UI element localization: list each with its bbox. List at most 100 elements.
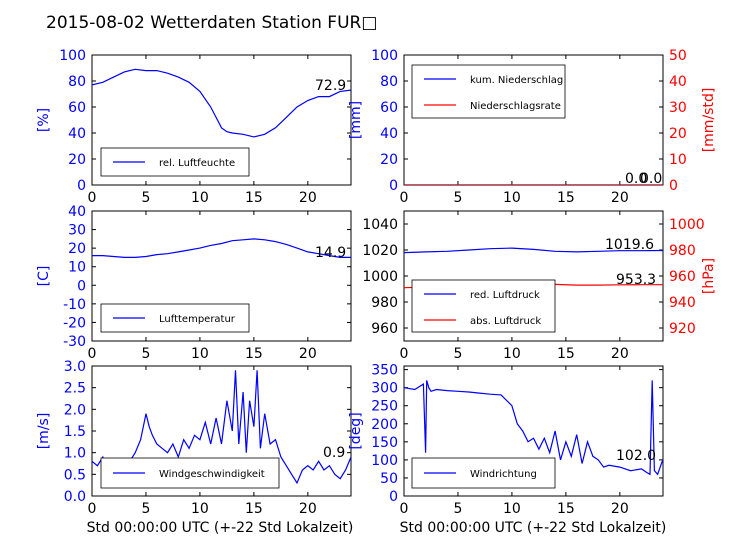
y-tick-label-right: 50 xyxy=(669,48,687,64)
legend-label: Windgeschwindigkeit xyxy=(159,469,265,480)
legend-label: Niederschlagsrate xyxy=(470,101,561,112)
y-tick-label: 50 xyxy=(380,471,398,487)
figure-title: 2015-08-02 Wetterdaten Station FUR□ xyxy=(46,13,377,33)
x-tick-label: 15 xyxy=(557,346,575,362)
y-tick-label: 0.5 xyxy=(64,467,86,483)
y-tick-label-right: 960 xyxy=(669,269,696,285)
y-tick-label: 40 xyxy=(380,126,398,142)
y-tick-label: 80 xyxy=(68,74,86,90)
y-tick-label: 150 xyxy=(371,435,398,451)
y-axis-label: [%] xyxy=(36,108,52,132)
y-tick-label: 40 xyxy=(68,204,86,220)
x-tick-label: 15 xyxy=(245,346,263,362)
last-value-label: 1019.6 xyxy=(605,237,654,253)
y-tick-label: 80 xyxy=(380,74,398,90)
y-tick-label: 980 xyxy=(371,295,398,311)
y-tick-label-right: 920 xyxy=(669,321,696,337)
y-tick-label: 20 xyxy=(68,241,86,257)
x-tick-label: 20 xyxy=(299,501,317,517)
y-tick-label: 1.0 xyxy=(64,446,86,462)
y-tick-label: 350 xyxy=(371,363,398,379)
y-axis-label: [deg] xyxy=(348,412,364,449)
panel-pressure: 0 5 10 15 20 960 980 1000 1020 1040 920 940 960 980 10… xyxy=(362,210,717,362)
x-tick-label: 0 xyxy=(88,346,97,362)
legend-box xyxy=(411,279,556,333)
x-tick-label: 10 xyxy=(503,190,521,206)
x-tick-label: 20 xyxy=(299,190,317,206)
series-line-rel-luftfeuchte xyxy=(92,68,351,138)
x-tick-label: 15 xyxy=(557,190,575,206)
last-value-label: 0.0 xyxy=(625,171,647,187)
y-tick-label-right: 0 xyxy=(669,178,678,194)
y-tick-label: 20 xyxy=(380,152,398,168)
legend-label: abs. Luftdruck xyxy=(470,316,541,327)
y-tick-label: 0.0 xyxy=(64,489,86,505)
legend-label: kum. Niederschlag xyxy=(470,75,563,86)
y-tick-label: 250 xyxy=(371,399,398,415)
y-tick-label: 30 xyxy=(68,223,86,239)
series-line-red-luftdruck xyxy=(404,247,663,254)
legend-label: red. Luftdruck xyxy=(470,290,540,301)
y-tick-label: 1040 xyxy=(362,217,398,233)
series-line-lufttemperatur xyxy=(92,238,351,258)
legend-label: Windrichtung xyxy=(470,469,537,480)
y-tick-label: 60 xyxy=(380,100,398,116)
y-tick-label: 1000 xyxy=(362,269,398,285)
x-tick-label: 5 xyxy=(141,501,150,517)
x-tick-label: 20 xyxy=(611,501,629,517)
y-tick-label-right: 10 xyxy=(669,152,687,168)
x-tick-label: 5 xyxy=(453,190,462,206)
panel-precip: 0 5 10 15 20 0 20 40 60 80 100 0 10 20 30 40 50 [mm] [mm/s… xyxy=(348,48,717,206)
y-tick-label: -10 xyxy=(63,297,86,313)
panel-winddir: 0 5 10 15 20050100150200250300350[deg]Windri… xyxy=(348,363,664,517)
y-tick-label: 1.5 xyxy=(64,424,86,440)
legend-box xyxy=(100,147,250,177)
x-tick-label: 15 xyxy=(245,190,263,206)
y-tick-label-right: 30 xyxy=(669,100,687,116)
y-axis-label: [m/s] xyxy=(36,413,52,450)
legend-label: Lufttemperatur xyxy=(159,314,236,325)
y-tick-label-right: 1000 xyxy=(669,217,705,233)
y-tick-label: 2.0 xyxy=(64,402,86,418)
last-value-label: 102.0 xyxy=(616,448,656,464)
x-tick-label: 0 xyxy=(400,501,409,517)
y-tick-label: 0 xyxy=(77,278,86,294)
x-tick-label: 5 xyxy=(453,346,462,362)
y-tick-label: 1020 xyxy=(362,243,398,259)
last-value-label: 0.9 xyxy=(323,445,345,461)
panel-temperature: 0 5 10 15 20 -30 -20 -10 0 10 20 30 40 [C] Lufttempera… xyxy=(36,204,352,362)
panel-humidity: 0 5 10 15 20 0 20 40 60 80 100 [%] rel. Luftfeuchte 7… xyxy=(36,48,352,206)
x-tick-label: 15 xyxy=(245,501,263,517)
x-axis-label-left: Std 00:00:00 UTC (+-22 Std Lokalzeit) xyxy=(87,520,354,536)
y-tick-label: 960 xyxy=(371,321,398,337)
x-tick-label: 10 xyxy=(503,501,521,517)
y-tick-label: -20 xyxy=(63,315,86,331)
y-tick-label: 100 xyxy=(371,453,398,469)
x-tick-label: 15 xyxy=(557,501,575,517)
y-tick-label: -30 xyxy=(63,334,86,350)
x-tick-label: 10 xyxy=(191,190,209,206)
legend-box xyxy=(411,457,556,489)
y-axis-label: [mm] xyxy=(348,101,364,139)
x-tick-label: 0 xyxy=(88,501,97,517)
y-tick-label-right: 980 xyxy=(669,243,696,259)
y-tick-label: 200 xyxy=(371,417,398,433)
y-tick-label: 2.5 xyxy=(64,381,86,397)
x-tick-label: 20 xyxy=(611,346,629,362)
x-tick-label: 0 xyxy=(88,190,97,206)
x-tick-label: 5 xyxy=(141,190,150,206)
last-value-label: 953.3 xyxy=(616,272,656,288)
y-tick-label: 10 xyxy=(68,260,86,276)
y-tick-label: 300 xyxy=(371,381,398,397)
y-tick-label: 100 xyxy=(371,48,398,64)
y-tick-label: 60 xyxy=(68,100,86,116)
last-value-label: 0.0 xyxy=(640,171,662,187)
x-tick-label: 10 xyxy=(191,501,209,517)
y-tick-label: 0 xyxy=(389,489,398,505)
series-line-windgeschwindigkeit xyxy=(92,370,351,489)
y-axis-label-right: [hPa] xyxy=(701,258,717,294)
last-value-label: 72.9 xyxy=(315,78,346,94)
x-tick-label: 5 xyxy=(453,501,462,517)
y-tick-label: 100 xyxy=(59,48,86,64)
